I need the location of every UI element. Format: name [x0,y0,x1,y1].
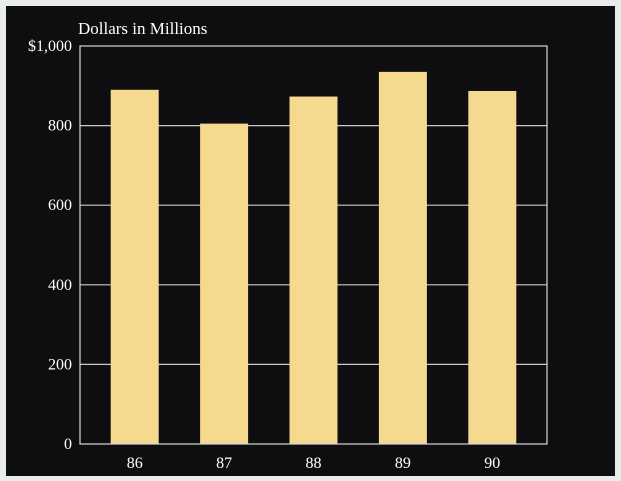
y-tick-label-0: 0 [64,436,72,453]
plot-frame [79,45,548,445]
bar-88 [289,96,338,445]
bar-90 [468,90,517,444]
y-tick-label-400: 400 [48,277,72,294]
bar-89 [378,71,427,445]
x-tick-label-90: 90 [484,455,500,472]
x-tick-label-89: 89 [395,455,411,472]
chart-panel: Dollars in Millions 0 200 400 600 800 $1,000 … [6,6,615,476]
y-tick-label-600: 600 [48,197,72,214]
x-tick-label-86: 86 [127,455,143,472]
unit-label: Dollars in Millions [78,19,207,38]
bars [110,71,517,445]
x-axis-tick-labels: 86 87 88 89 90 [127,455,501,472]
y-tick-label-200: 200 [48,356,72,373]
x-tick-label-88: 88 [306,455,322,472]
y-axis-tick-labels: 0 200 400 600 800 $1,000 [28,38,72,453]
bar-86 [110,89,159,444]
x-tick-label-87: 87 [216,455,232,472]
bar-chart: Dollars in Millions 0200400600800$1,000 … [28,19,548,472]
y-tick-label-800: 800 [48,118,72,135]
y-tick-label-1000: $1,000 [28,38,72,55]
bar-87 [200,123,249,445]
